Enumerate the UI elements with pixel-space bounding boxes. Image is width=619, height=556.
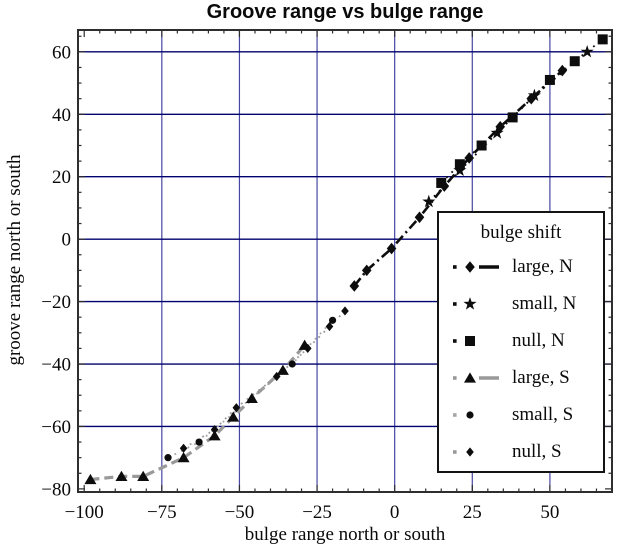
triangle-marker <box>84 473 97 485</box>
y-tick-label: 40 <box>52 105 71 126</box>
x-tick-label: −50 <box>225 502 255 523</box>
diamond-marker <box>464 152 474 164</box>
square-marker <box>597 34 608 45</box>
diamond-marker <box>495 120 506 133</box>
series-line-large-s <box>90 344 306 482</box>
star-marker <box>490 126 504 139</box>
star-marker <box>463 296 477 310</box>
diamond-marker <box>557 64 568 77</box>
legend: bulge shift large, N small, N null, N large… <box>437 211 605 473</box>
star-marker <box>580 45 594 58</box>
diamond-marker <box>465 260 475 273</box>
x-tick-label: −25 <box>302 502 332 523</box>
legend-title: bulge shift <box>480 222 562 243</box>
triangle-marker <box>276 364 289 375</box>
y-axis-label: groove range north or south <box>4 154 25 366</box>
series-line-small-s <box>167 319 334 459</box>
y-tick-label: 20 <box>52 167 71 188</box>
y-tick-label: 0 <box>62 230 72 251</box>
legend-entry-small-n: small, N <box>439 285 603 322</box>
legend-line-dot <box>453 449 457 454</box>
triangle-marker <box>208 430 221 441</box>
y-tick-label: −40 <box>41 355 71 376</box>
legend-sample-small-s <box>453 410 474 419</box>
legend-label: small, S <box>512 403 574 425</box>
square-marker <box>507 112 518 123</box>
legend-sample-null-s <box>453 446 474 457</box>
x-tick-label: −100 <box>65 502 104 523</box>
square-marker <box>569 56 580 67</box>
square-marker <box>436 177 447 188</box>
diamond-marker <box>361 264 372 277</box>
x-axis-label: bulge range north or south <box>244 524 446 545</box>
plot-frame <box>77 29 613 493</box>
legend-sample-large-n <box>453 260 499 273</box>
triangle-marker <box>227 411 240 422</box>
diamond-small-marker <box>325 321 334 332</box>
circle-marker <box>195 438 203 446</box>
diamond-marker <box>386 242 397 255</box>
legend-label: null, S <box>512 440 562 462</box>
circle-marker <box>466 410 474 419</box>
legend-entry-large-s: large, S <box>439 359 603 396</box>
legend-sample-small-n <box>453 296 477 310</box>
diamond-marker <box>349 280 360 292</box>
legend-entry-null-n: null, N <box>439 322 603 359</box>
legend-sample-null-n <box>453 335 475 346</box>
square-marker <box>465 335 475 346</box>
legend-line-dot <box>453 412 457 417</box>
star-marker <box>527 88 541 102</box>
legend-label: large, N <box>512 255 573 277</box>
diamond-small-marker <box>210 424 219 435</box>
legend-line-dot <box>453 338 457 343</box>
series-line-small-n <box>428 51 588 203</box>
series-line-null-s <box>183 310 346 450</box>
star-marker <box>422 194 436 208</box>
y-tick-label: 60 <box>52 42 71 63</box>
triangle-marker <box>464 371 476 383</box>
diamond-small-marker <box>179 443 188 453</box>
legend-entry-large-n: large, N <box>439 248 603 285</box>
diamond-marker <box>414 211 425 224</box>
x-tick-label: −75 <box>147 502 177 523</box>
x-tick-label: 25 <box>463 502 482 523</box>
x-tick-label: 0 <box>390 502 400 523</box>
circle-marker <box>164 454 172 462</box>
legend-label: null, N <box>512 329 565 351</box>
legend-entry-null-s: null, S <box>439 433 603 470</box>
circle-marker <box>328 316 337 324</box>
diamond-small-marker <box>303 343 312 354</box>
legend-label: large, S <box>512 366 570 388</box>
legend-line-dot <box>453 301 457 306</box>
star-marker <box>453 163 467 177</box>
legend-label: small, N <box>512 292 577 314</box>
triangle-marker <box>137 470 150 481</box>
circle-marker <box>288 360 296 368</box>
y-tick-label: −60 <box>41 417 71 438</box>
triangle-marker <box>245 392 258 403</box>
legend-line-dot <box>453 264 457 269</box>
x-tick-label: 50 <box>540 502 559 523</box>
triangle-marker <box>115 470 128 481</box>
square-marker <box>544 74 555 85</box>
diamond-small-marker <box>341 306 349 316</box>
diamond-small-marker <box>272 371 281 382</box>
triangle-marker <box>177 452 190 463</box>
legend-line-dot <box>453 375 457 380</box>
y-tick-label: −80 <box>41 479 71 500</box>
diamond-small-marker <box>466 446 474 457</box>
diamond-small-marker <box>232 403 241 413</box>
legend-entry-small-s: small, S <box>439 396 603 433</box>
square-marker <box>454 159 465 170</box>
y-tick-label: −20 <box>41 292 71 313</box>
chart-title: Groove range vs bulge range <box>206 1 484 23</box>
legend-sample-large-s <box>453 371 499 383</box>
square-marker <box>476 140 487 151</box>
